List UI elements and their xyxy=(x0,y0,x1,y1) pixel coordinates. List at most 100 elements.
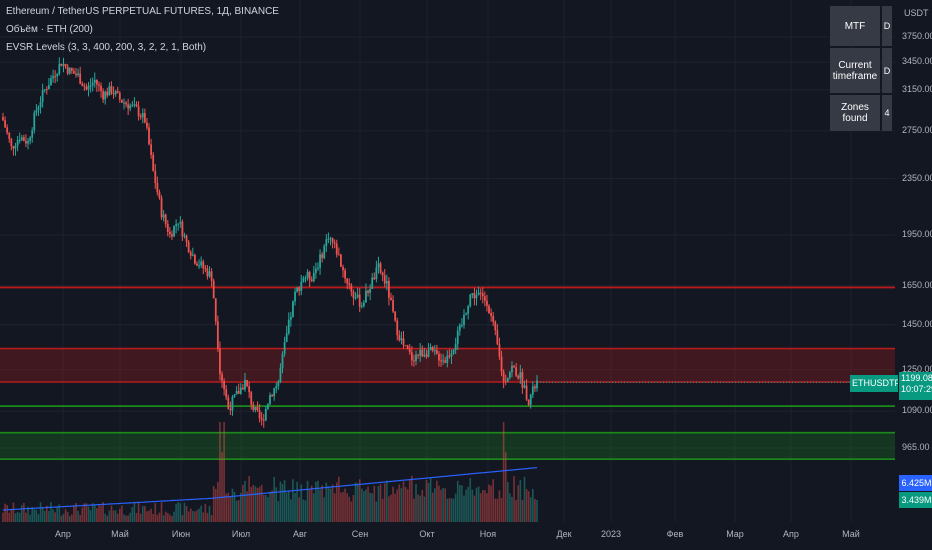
volume-bar xyxy=(35,509,38,522)
volume-bar xyxy=(484,490,486,522)
volume-bar xyxy=(260,484,263,522)
candle-body xyxy=(181,221,184,237)
volume-bar xyxy=(16,512,19,522)
candle-body xyxy=(200,261,203,266)
candle-body xyxy=(85,86,88,90)
candle-body xyxy=(168,231,171,235)
volume-bar xyxy=(154,503,157,522)
candle-body xyxy=(323,246,326,259)
volume-bar xyxy=(392,486,394,522)
mtf-value: D xyxy=(882,6,892,46)
volume-bar xyxy=(338,476,340,522)
volume-bar xyxy=(267,497,269,522)
volume-bar xyxy=(108,510,111,522)
volume-bar xyxy=(162,515,165,522)
volume-bar xyxy=(461,485,463,522)
candle-body xyxy=(171,234,173,237)
candle-body xyxy=(47,85,50,90)
candle-body xyxy=(356,294,359,298)
volume-bar xyxy=(91,503,94,522)
volume-bar xyxy=(354,482,357,522)
candle-body xyxy=(135,104,138,107)
candle-body xyxy=(333,242,336,244)
volume-bar xyxy=(388,496,390,522)
candle-body xyxy=(342,266,344,271)
candle-body xyxy=(404,345,407,347)
volume-bar xyxy=(79,515,81,522)
candle-body xyxy=(10,139,13,147)
volume-legend[interactable]: Объём · ETH (200) xyxy=(6,24,93,35)
candle-body xyxy=(20,137,23,140)
volume-bar xyxy=(6,505,8,522)
candle-body xyxy=(148,127,150,145)
volume-bar xyxy=(448,498,451,522)
volume-bar xyxy=(210,515,213,522)
candle-body xyxy=(29,137,32,142)
candle-body xyxy=(344,270,346,279)
candle-body xyxy=(58,63,61,74)
candle-body xyxy=(123,102,125,104)
candle-body xyxy=(231,396,234,411)
candle-body xyxy=(481,293,484,297)
time-tick-label: Май xyxy=(842,529,860,539)
candle-body xyxy=(206,268,209,277)
price-tick-label: 1950.00 xyxy=(902,229,932,239)
volume-bar xyxy=(219,422,221,522)
volume-bar xyxy=(496,498,499,522)
volume-bar xyxy=(325,482,328,522)
volume-bar xyxy=(225,493,227,522)
volume-bar xyxy=(181,515,184,522)
volume-bar xyxy=(465,489,467,522)
candle-body xyxy=(152,154,155,171)
symbol-legend[interactable]: Ethereum / TetherUS PERPETUAL FUTURES, 1… xyxy=(6,6,279,17)
volume-bar xyxy=(398,484,401,522)
volume-bar xyxy=(394,493,396,522)
volume-bar xyxy=(214,489,217,522)
volume-bar xyxy=(48,510,50,522)
volume-bar xyxy=(433,488,436,522)
volume-bar xyxy=(444,488,447,522)
volume-bar xyxy=(256,487,259,522)
volume-bar xyxy=(360,488,363,522)
candle-body xyxy=(465,313,467,315)
evsr-legend[interactable]: EVSR Levels (3, 3, 400, 200, 3, 2, 2, 1,… xyxy=(6,42,207,53)
candle-body xyxy=(68,68,71,74)
volume-bar xyxy=(39,502,42,522)
candle-body xyxy=(187,241,190,253)
candle-body xyxy=(143,113,146,123)
candle-body xyxy=(500,356,503,372)
candle-body xyxy=(54,76,57,78)
candle-body xyxy=(483,296,486,301)
volume-bar xyxy=(344,488,346,522)
volume-bar xyxy=(73,505,75,522)
volume-bar xyxy=(87,506,90,522)
volume-bar xyxy=(173,511,175,522)
volume-bar xyxy=(189,508,192,522)
candle-body xyxy=(27,141,29,144)
candle-body xyxy=(250,392,253,405)
candle-body xyxy=(112,93,115,95)
volume-bar xyxy=(429,477,432,522)
candle-body xyxy=(56,73,59,77)
volume-bar xyxy=(2,512,4,522)
candle-body xyxy=(354,297,357,299)
volume-bar xyxy=(327,486,330,522)
volume-bar xyxy=(319,489,321,522)
volume-bar xyxy=(498,490,501,522)
candle-body xyxy=(340,254,342,267)
volume-bar xyxy=(31,506,34,522)
candle-body xyxy=(214,298,217,322)
volume-bar xyxy=(456,480,459,522)
volume-bar xyxy=(171,515,173,522)
volume-bar xyxy=(183,502,186,522)
candle-body xyxy=(502,371,505,382)
symbol-price-tag: ETHUSDTPERP xyxy=(850,375,898,392)
time-tick-label: Дек xyxy=(556,529,572,539)
volume-bar xyxy=(488,484,490,522)
candle-body xyxy=(469,294,472,307)
candle-body xyxy=(519,372,522,379)
candle-body xyxy=(429,346,432,351)
volume-bar xyxy=(29,514,31,522)
candle-body xyxy=(267,404,269,409)
